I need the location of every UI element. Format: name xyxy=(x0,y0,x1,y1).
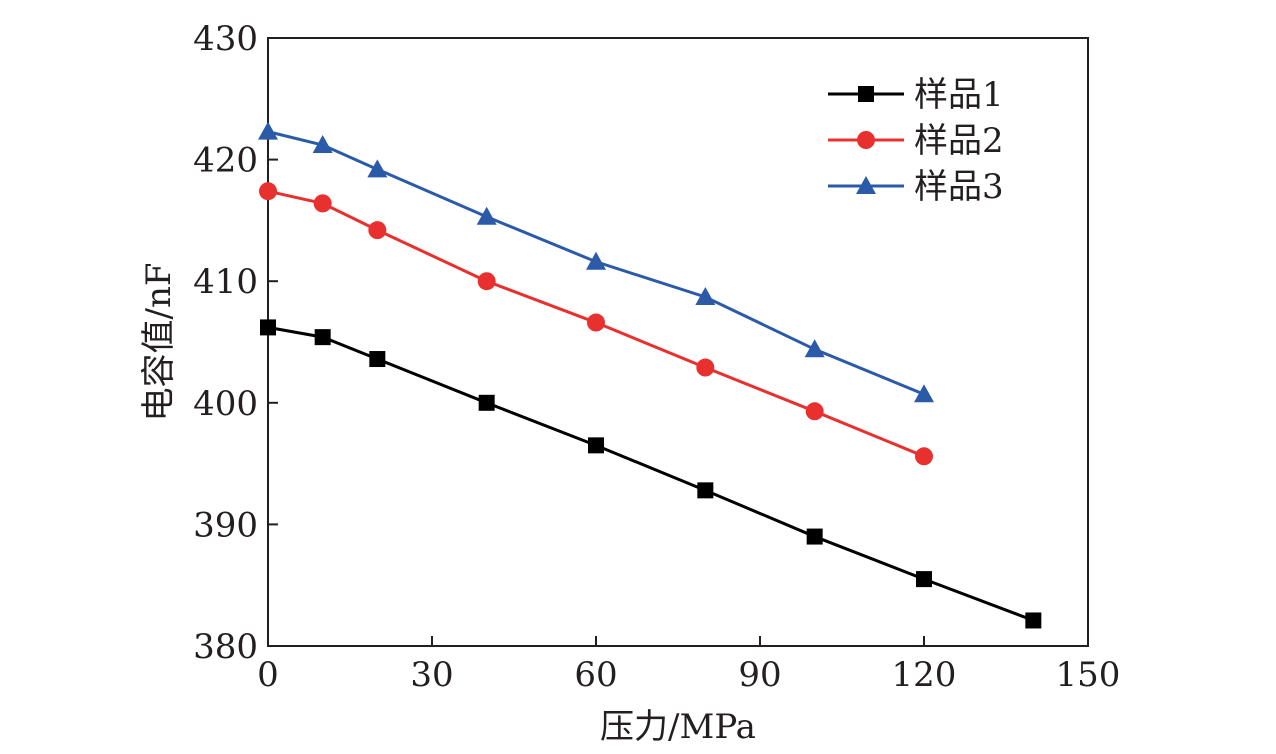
x-tick-label: 120 xyxy=(892,655,957,695)
legend-item-3: 样品3 xyxy=(828,167,1004,207)
series-1-point xyxy=(260,319,276,336)
series-3-point xyxy=(367,159,388,178)
series-3-point xyxy=(312,135,333,154)
series-2-point xyxy=(259,182,277,201)
y-tick-label: 410 xyxy=(193,262,258,302)
series-1-point xyxy=(478,394,495,411)
x-tick-label: 0 xyxy=(257,655,279,695)
axis-ticks: 0 30 60 90 120 150 380 390 400 410 420 430 xyxy=(193,19,1120,695)
series-1-point xyxy=(806,528,823,545)
y-tick-label: 380 xyxy=(193,627,258,667)
series-2-point xyxy=(805,402,824,421)
series-3-point xyxy=(804,339,825,358)
y-axis-title: 电容值/nF xyxy=(139,263,179,422)
series-1-point xyxy=(588,437,604,454)
x-tick-label: 150 xyxy=(1056,655,1121,695)
legend: 样品1 样品2 样品3 xyxy=(828,75,1004,207)
series-1-point xyxy=(1025,612,1042,629)
series-1 xyxy=(260,319,1042,629)
y-tick-label: 430 xyxy=(193,19,258,59)
series-2-point xyxy=(915,447,933,466)
x-axis-title: 压力/MPa xyxy=(600,707,756,747)
legend-item-1: 样品1 xyxy=(828,75,1004,115)
series-3-line xyxy=(267,130,925,396)
x-tick-label: 30 xyxy=(410,655,453,695)
legend-marker xyxy=(858,86,874,102)
series-2-line xyxy=(267,189,925,458)
legend-marker xyxy=(856,176,876,194)
legend-label: 样品3 xyxy=(914,167,1004,207)
series-3-point xyxy=(914,384,934,403)
series-2-point xyxy=(368,221,387,240)
series-3-point xyxy=(476,206,497,225)
series-layer xyxy=(258,121,1042,629)
series-2-point xyxy=(696,358,715,377)
series-2-point xyxy=(477,272,496,291)
series-3-point xyxy=(586,251,606,270)
series-2 xyxy=(259,182,933,466)
series-1-point xyxy=(916,571,932,588)
series-3-point xyxy=(258,121,278,140)
legend-marker xyxy=(857,131,875,149)
y-tick-label: 400 xyxy=(193,384,258,424)
legend-item-2: 样品2 xyxy=(828,121,1004,161)
x-tick-label: 90 xyxy=(738,655,781,695)
series-3 xyxy=(258,121,934,403)
legend-label: 样品2 xyxy=(914,121,1004,161)
series-2-point xyxy=(587,313,605,332)
y-tick-label: 420 xyxy=(193,141,258,181)
series-1-point xyxy=(369,351,386,368)
series-2-point xyxy=(313,194,332,213)
plot-area-frame xyxy=(267,37,1089,647)
series-1-point xyxy=(314,329,331,346)
y-tick-label: 390 xyxy=(193,505,258,545)
series-3-point xyxy=(695,287,716,306)
x-tick-label: 60 xyxy=(574,655,617,695)
series-1-point xyxy=(697,482,714,499)
legend-label: 样品1 xyxy=(914,75,1004,115)
